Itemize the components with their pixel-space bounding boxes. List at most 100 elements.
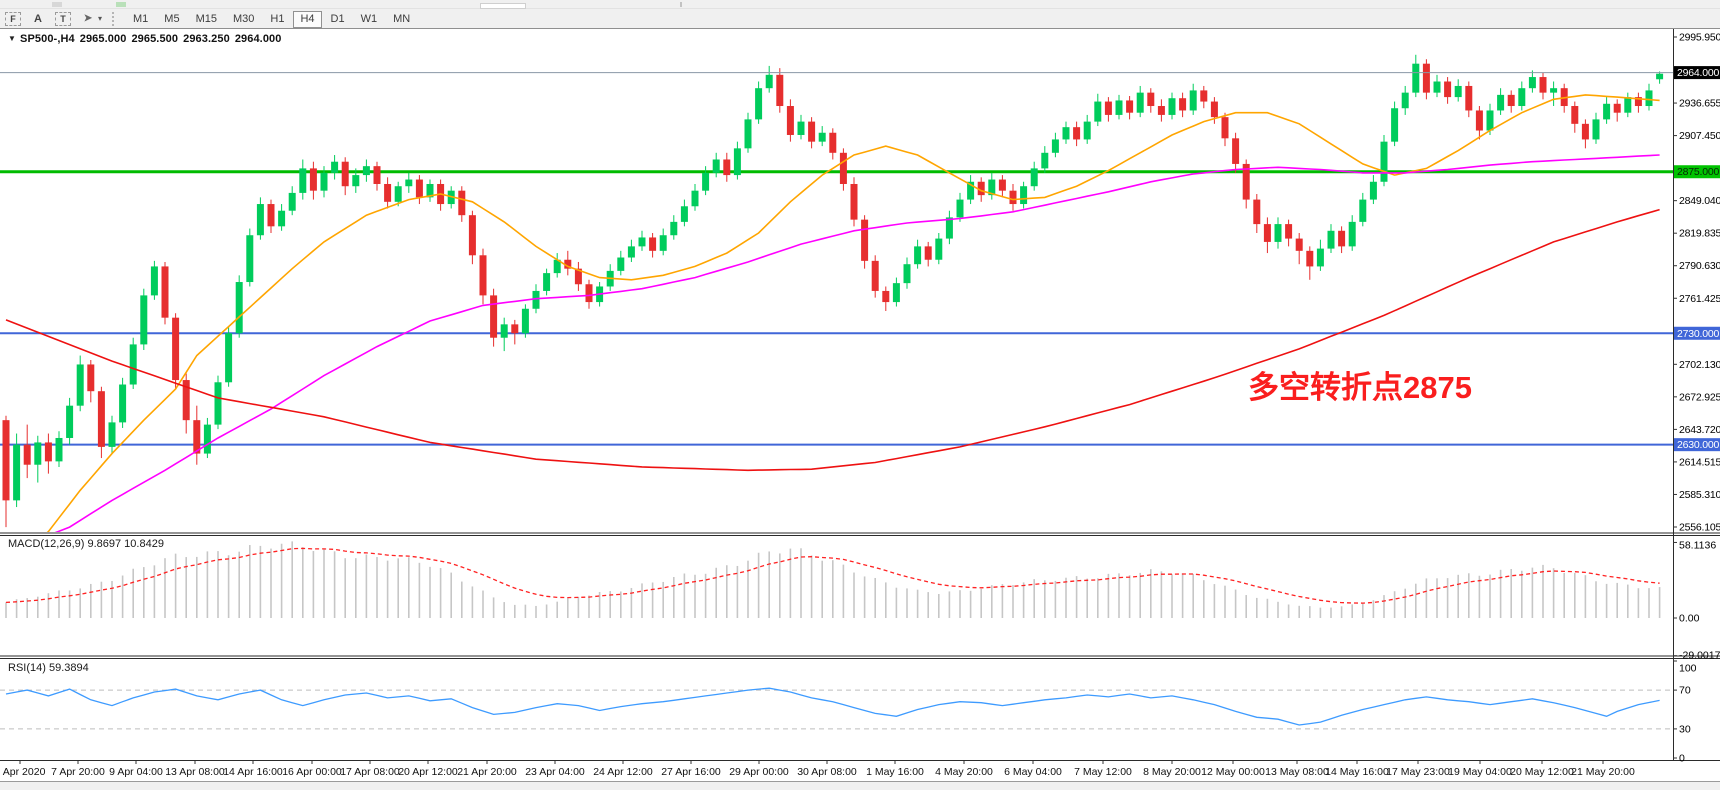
candle-body — [256, 204, 264, 236]
candle-body — [1263, 224, 1271, 242]
candle-body — [362, 166, 370, 176]
candle-body — [44, 442, 52, 462]
price-badge-2875.000 — [1674, 165, 1720, 179]
candle-body — [914, 246, 922, 265]
candle-body — [786, 106, 794, 135]
price-badge-2630.000 — [1674, 438, 1720, 452]
candle-body — [1168, 98, 1176, 115]
candle-body — [1327, 230, 1335, 249]
candle-body — [278, 210, 286, 227]
candle-body — [680, 206, 688, 222]
timeframe-button-m1[interactable]: M1 — [126, 11, 155, 28]
candle-body — [1242, 163, 1250, 200]
candle-body — [1475, 110, 1483, 131]
time-tick-label: 24 Apr 12:00 — [593, 766, 653, 778]
chart-text-annotation[interactable]: 多空转折点2875 — [1248, 370, 1472, 405]
candle-body — [352, 175, 360, 187]
rsi-indicator-label: RSI(14) 59.3894 — [8, 662, 89, 674]
candle-body — [288, 192, 296, 211]
time-tick-label: 16 Apr 00:00 — [282, 766, 342, 778]
price-tick-label: 2907.450 — [1679, 130, 1720, 142]
macd-tick-label: 0.00 — [1679, 613, 1700, 625]
toolbar-row-clipped — [0, 0, 1720, 9]
toolbar-separator[interactable] — [112, 11, 119, 26]
price-badge-label: 2964.000 — [1677, 67, 1720, 79]
candle-body — [755, 88, 763, 120]
rsi-current-value: 59.3894 — [48, 662, 89, 674]
candle-body — [394, 186, 402, 202]
price-tick-label: 2585.310 — [1679, 489, 1720, 501]
price-tick-label: 2936.655 — [1679, 98, 1720, 110]
time-tick-label: 7 Apr 20:00 — [51, 766, 105, 778]
candle-body — [1369, 181, 1377, 200]
price-tick-label: 2761.425 — [1679, 293, 1720, 305]
candle-body — [839, 152, 847, 184]
timeframe-button-m15[interactable]: M15 — [189, 11, 224, 28]
candle-body — [1030, 168, 1038, 187]
candle-body — [373, 166, 381, 184]
candle-body — [765, 74, 773, 89]
rsi-tick-label: 0 — [1679, 753, 1685, 765]
candle-body — [55, 437, 63, 462]
candle-body — [1486, 110, 1494, 131]
time-tick-label: 8 May 20:00 — [1143, 766, 1201, 778]
dropdown-caret-icon[interactable]: ▾ — [98, 14, 103, 23]
cursor-tool-icon[interactable]: ➤ — [83, 13, 93, 24]
timeframe-button-h4[interactable]: H4 — [293, 11, 322, 28]
candle-body — [818, 132, 826, 142]
timeframe-button-m30[interactable]: M30 — [226, 11, 261, 28]
candle-body — [405, 179, 413, 187]
rsi-line — [5, 687, 1660, 726]
candle-body — [808, 121, 816, 142]
macd-current-values: 9.8697 10.8429 — [87, 538, 164, 550]
price-tick-label: 2995.950 — [1679, 32, 1720, 44]
timeframe-button-w1[interactable]: W1 — [354, 11, 385, 28]
candle-body — [426, 183, 434, 198]
candle-body — [723, 159, 731, 176]
macd-tick-label: -29.0017 — [1679, 650, 1720, 662]
candle-body — [691, 190, 699, 207]
candle-body — [861, 219, 869, 261]
candle-body — [871, 260, 879, 291]
candle-body — [1656, 73, 1664, 80]
time-tick-label: 21 May 20:00 — [1571, 766, 1635, 778]
ohlc-close: 2964.000 — [234, 33, 282, 45]
rsi-tick-label: 100 — [1679, 663, 1697, 675]
macd-histogram — [5, 541, 1661, 618]
timeframe-button-d1[interactable]: D1 — [324, 11, 352, 28]
candle-body — [13, 444, 21, 501]
candle-body — [267, 204, 275, 227]
candle-body — [34, 442, 42, 465]
candle-body — [1104, 101, 1112, 115]
timeframe-button-h1[interactable]: H1 — [263, 11, 291, 28]
candle-body — [1571, 106, 1579, 124]
timeframe-button-m5[interactable]: M5 — [157, 11, 186, 28]
candle-body — [649, 237, 657, 251]
candle-body — [670, 221, 678, 236]
text-tool-icon[interactable]: A — [34, 12, 42, 25]
symbol-caret-icon[interactable]: ▼ — [8, 34, 17, 43]
label-tool-icon[interactable]: T — [55, 11, 71, 26]
candle-body — [320, 172, 328, 191]
candle-body — [1348, 221, 1356, 247]
timeframe-button-mn[interactable]: MN — [386, 11, 417, 28]
candle-body — [309, 168, 317, 191]
candle-body — [998, 179, 1006, 191]
candle-body — [956, 199, 964, 218]
candle-body — [521, 308, 529, 334]
price-tick-label: 2849.040 — [1679, 195, 1720, 207]
toolbar-fragment — [680, 2, 682, 7]
candle-body — [331, 161, 339, 173]
ohlc-low: 2963.250 — [183, 33, 230, 45]
time-tick-label: 21 Apr 20:00 — [457, 766, 517, 778]
candle-body — [1136, 92, 1144, 113]
candle-body — [617, 257, 625, 271]
fibonacci-tool-icon[interactable]: F — [5, 11, 21, 26]
price-tick-label: 2643.720 — [1679, 424, 1720, 436]
time-tick-label: 6 Apr 2020 — [0, 766, 46, 778]
candle-body — [214, 382, 222, 425]
rsi-name: RSI(14) — [8, 662, 46, 674]
candle-body — [193, 420, 201, 454]
candle-body — [892, 283, 900, 303]
